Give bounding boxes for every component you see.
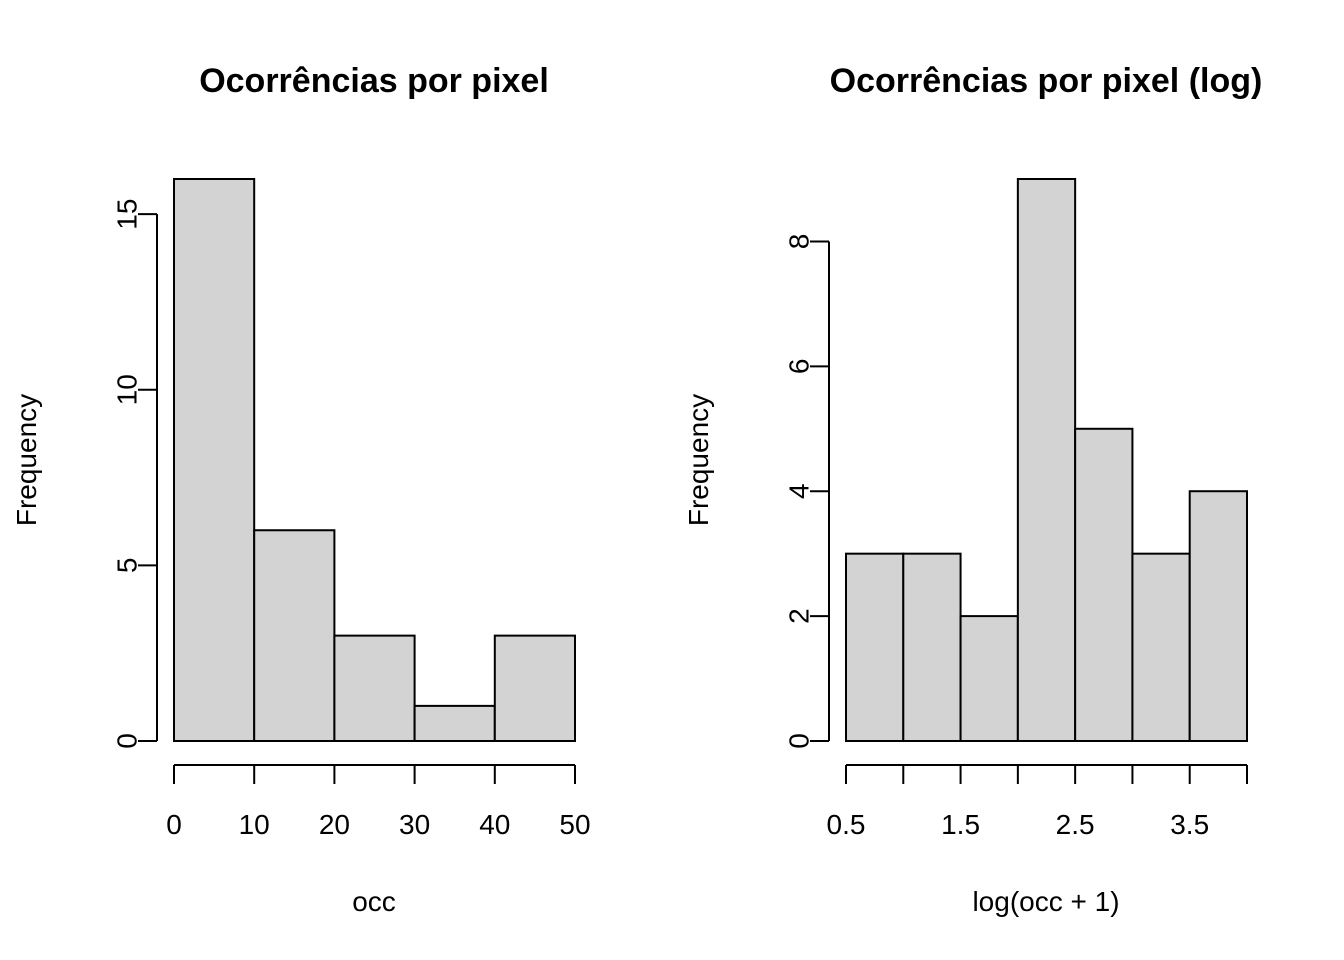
x-tick-label: 30 [399, 809, 430, 840]
x-tick-label: 3.5 [1170, 809, 1209, 840]
y-tick-label: 6 [784, 359, 815, 375]
x-tick-label: 1.5 [941, 809, 980, 840]
y-axis-label: Frequency [11, 394, 42, 526]
histogram-bar [253, 529, 336, 742]
y-axis: 0 2 4 6 8 [784, 234, 830, 749]
histogram-bar [902, 552, 962, 743]
x-tick-label: 10 [239, 809, 270, 840]
histogram-bar [413, 704, 496, 742]
y-axis-label: Frequency [683, 394, 714, 526]
y-tick-label: 4 [784, 483, 815, 499]
histogram-bar [493, 634, 576, 742]
histogram-panel-log-occ: Ocorrências por pixel (log) log(occ + 1)… [683, 62, 1262, 917]
y-tick-label: 15 [112, 199, 143, 230]
bars [173, 178, 576, 742]
x-tick-label: 2.5 [1056, 809, 1095, 840]
chart-title: Ocorrências por pixel (log) [830, 62, 1263, 100]
histogram-bar [959, 615, 1019, 742]
y-tick-label: 8 [784, 234, 815, 250]
histogram-bar [333, 634, 416, 742]
bars [845, 178, 1248, 743]
x-axis-label: occ [352, 886, 396, 917]
chart-title: Ocorrências por pixel [199, 62, 549, 100]
y-tick-label: 2 [784, 608, 815, 624]
x-tick-label: 40 [479, 809, 510, 840]
y-tick-label: 0 [112, 733, 143, 749]
histogram-bar [1074, 427, 1134, 742]
x-tick-label: 20 [319, 809, 350, 840]
x-axis-label: log(occ + 1) [972, 886, 1119, 917]
y-tick-label: 10 [112, 374, 143, 405]
x-tick-label: 0.5 [827, 809, 866, 840]
x-tick-label: 50 [559, 809, 590, 840]
histogram-panel-occ: Ocorrências por pixel occ Frequency 0 10 2… [11, 62, 591, 917]
y-axis: 0 5 10 15 [112, 199, 158, 749]
histogram-bar [1016, 178, 1077, 742]
histogram-bar [1188, 490, 1248, 742]
histogram-bar [1131, 552, 1191, 743]
histogram-bar [173, 178, 256, 742]
x-tick-label: 0 [166, 809, 182, 840]
histogram-bar [845, 552, 905, 743]
x-axis: 0 10 20 30 40 50 [166, 764, 591, 840]
y-tick-label: 0 [784, 733, 815, 749]
y-tick-label: 5 [112, 558, 143, 574]
x-axis: 0.5 1.5 2.5 3.5 [827, 764, 1248, 840]
